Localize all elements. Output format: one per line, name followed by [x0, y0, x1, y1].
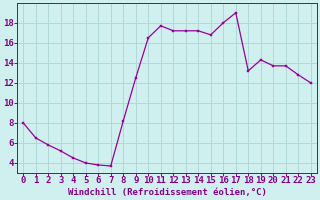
X-axis label: Windchill (Refroidissement éolien,°C): Windchill (Refroidissement éolien,°C): [68, 188, 267, 197]
